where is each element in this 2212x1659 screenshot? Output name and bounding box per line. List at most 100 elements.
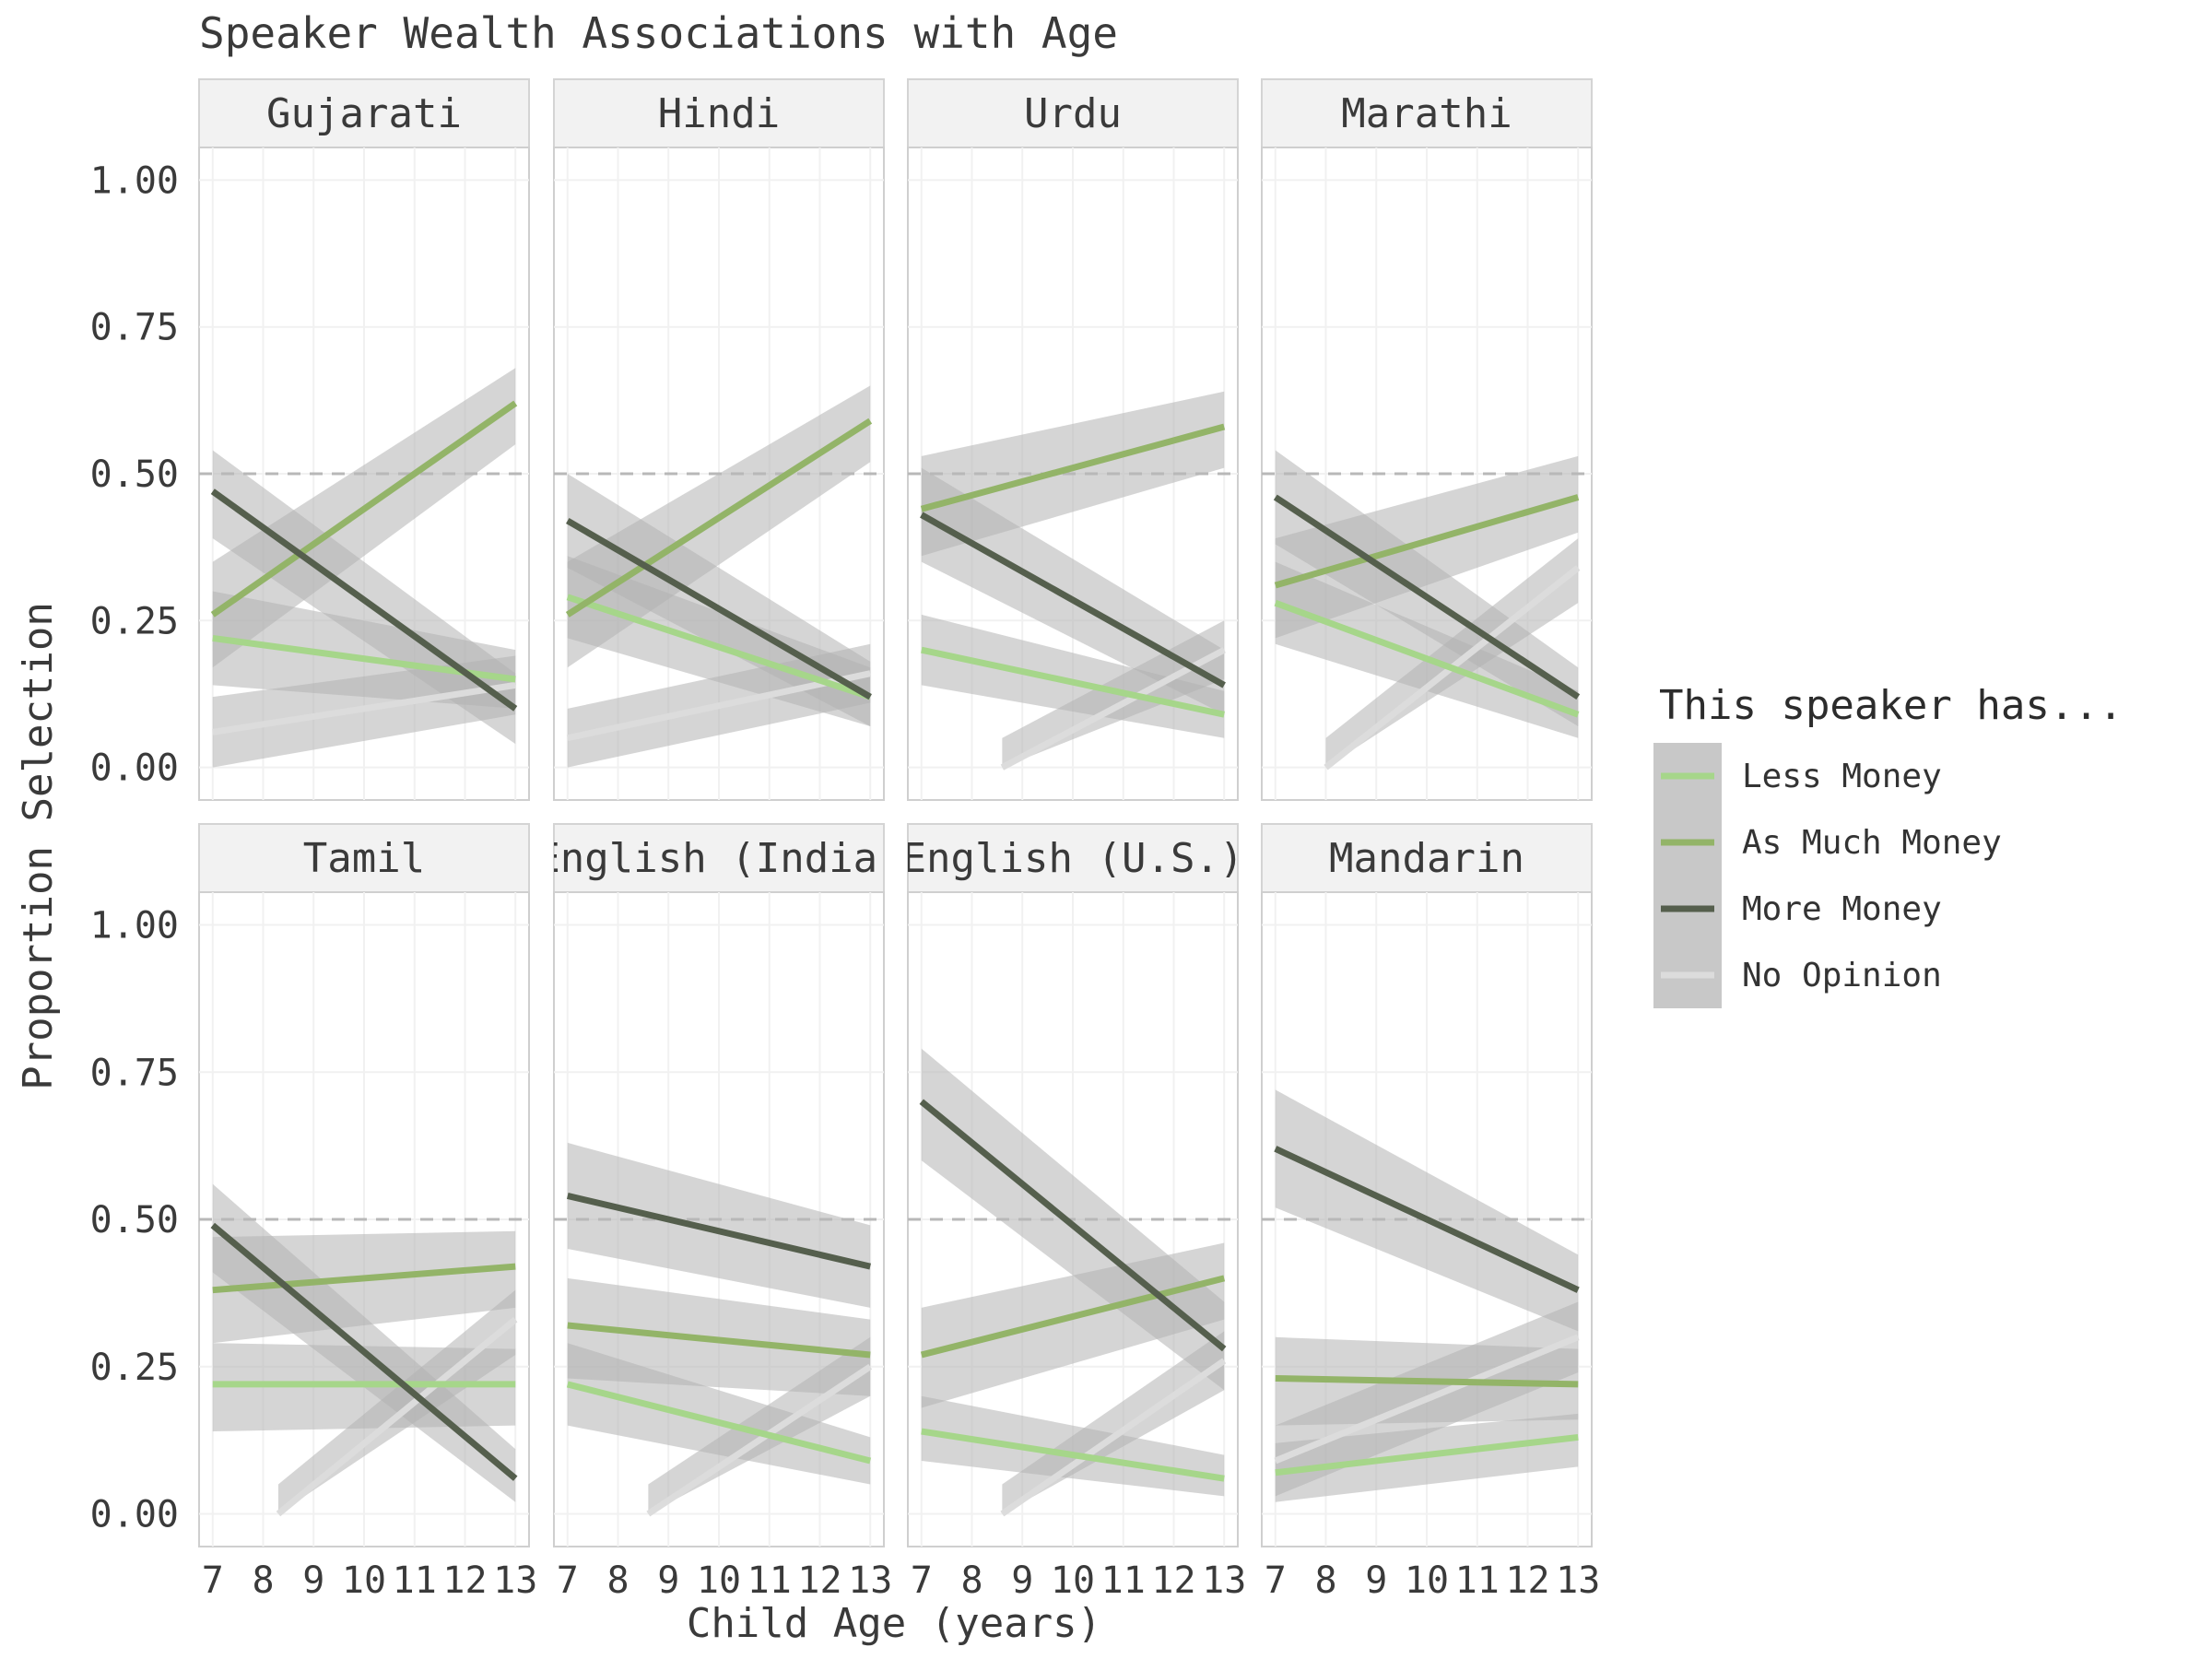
x-tick-label: 11 (747, 1559, 792, 1602)
series-line (210, 488, 518, 712)
panel-content (199, 368, 529, 768)
x-tick-label: 9 (1011, 1559, 1033, 1602)
legend-entry: No Opinion (1653, 942, 1942, 1008)
y-tick-label: 1.00 (90, 159, 179, 202)
x-tick-label: 8 (1314, 1559, 1336, 1602)
series-line (566, 594, 872, 700)
series-line (920, 1275, 1226, 1359)
x-tick-label: 7 (911, 1559, 933, 1602)
y-axis-title: Proportion Selection (15, 602, 62, 1090)
facet-strip-label: Gujarati (266, 90, 462, 137)
x-tick-label: 8 (606, 1559, 629, 1602)
x-tick-label: 11 (1101, 1559, 1146, 1602)
confidence-ribbon (567, 1142, 871, 1308)
x-tick-label: 11 (393, 1559, 437, 1602)
series-line (210, 1222, 518, 1481)
x-tick-label: 10 (1051, 1559, 1095, 1602)
legend-entry: Less Money (1653, 743, 1942, 809)
confidence-ribbon (921, 467, 1225, 715)
y-tick-label: 0.50 (90, 1199, 179, 1241)
series-line (1000, 647, 1226, 771)
facet-strip-label: Urdu (1024, 90, 1122, 137)
x-tick-label: 7 (202, 1559, 224, 1602)
x-tick-label: 9 (1365, 1559, 1387, 1602)
x-axis-title: Child Age (years) (687, 1600, 1101, 1647)
facet-strip (553, 823, 885, 893)
series-line (212, 681, 516, 735)
panel-content (554, 385, 884, 768)
facet-panels: Gujarati 0.00 0.25 0.50 0.75 1.00 Hindi Urdu Mar… (90, 78, 1600, 1602)
confidence-ribbon (212, 1183, 516, 1502)
series-line (1274, 1334, 1580, 1465)
series-line (567, 670, 871, 742)
facet-strip (1261, 823, 1593, 893)
x-tick-label: 8 (252, 1559, 274, 1602)
facet-panel: English (U.S.) 7 8 9 10 11 12 13 (902, 823, 1246, 1602)
facet-strip-label: Hindi (658, 90, 780, 137)
confidence-ribbon (1275, 455, 1579, 639)
y-tick-label: 0.25 (90, 600, 179, 642)
facet-strip (1261, 78, 1593, 148)
y-tick-label: 0.75 (90, 1052, 179, 1094)
chart-title: Speaker Wealth Associations with Age (199, 8, 1118, 58)
facet-strip-label: Mandarin (1329, 835, 1524, 882)
legend-label: No Opinion (1742, 957, 1942, 994)
x-tick-label: 8 (960, 1559, 982, 1602)
series-line (921, 646, 1225, 718)
series-line (1274, 599, 1580, 718)
facet-strip (553, 78, 885, 148)
facet-panel: Urdu (907, 78, 1239, 801)
y-tick-label: 0.00 (90, 747, 179, 790)
series-line (566, 1381, 872, 1465)
x-tick-label: 7 (557, 1559, 579, 1602)
x-tick-label: 10 (1405, 1559, 1449, 1602)
series-line (210, 400, 518, 618)
facet-panel: Gujarati 0.00 0.25 0.50 0.75 1.00 (90, 78, 530, 801)
confidence-ribbon (1275, 450, 1579, 726)
facet-strip-label: English (India) (535, 835, 901, 882)
y-tick-label: 0.00 (90, 1494, 179, 1536)
panel-content (1262, 450, 1592, 771)
series-line (1273, 494, 1581, 700)
legend: This speaker has... Less Money As Much Mo… (1653, 682, 2123, 1008)
y-tick-label: 0.25 (90, 1347, 179, 1389)
facet-panel: Mandarin 7 8 9 10 11 12 13 (1261, 823, 1600, 1602)
series-line (919, 1099, 1227, 1352)
x-tick-label: 7 (1265, 1559, 1287, 1602)
x-tick-label: 13 (1202, 1559, 1246, 1602)
series-line (565, 418, 873, 618)
x-tick-label: 13 (848, 1559, 892, 1602)
x-tick-label: 12 (442, 1559, 487, 1602)
series-line (920, 423, 1226, 512)
facet-panel: Marathi (1261, 78, 1593, 801)
facet-panel: Tamil 0.00 0.25 0.50 0.75 1.00 7 8 9 10 11 12 13 (90, 823, 537, 1602)
series-line (1274, 1146, 1580, 1293)
panel-content (908, 1048, 1238, 1517)
facet-panel: English (India) 7 8 9 10 11 12 13 (535, 823, 901, 1602)
facet-strip-label: Marathi (1341, 90, 1512, 137)
series-line (212, 1263, 516, 1294)
series-line (646, 1363, 873, 1517)
confidence-ribbon (567, 474, 871, 726)
facet-strip-label: English (U.S.) (902, 835, 1244, 882)
x-tick-label: 12 (797, 1559, 841, 1602)
panel-content (554, 1142, 884, 1517)
x-tick-label: 9 (657, 1559, 679, 1602)
series-line (276, 1316, 518, 1517)
x-tick-label: 12 (1151, 1559, 1195, 1602)
series-line (1274, 494, 1580, 589)
x-tick-label: 13 (1556, 1559, 1600, 1602)
facet-strip (198, 78, 530, 148)
panel-content (908, 391, 1238, 771)
facet-strip (907, 78, 1239, 148)
y-tick-label: 0.75 (90, 307, 179, 349)
x-tick-label: 9 (302, 1559, 324, 1602)
confidence-ribbon (921, 614, 1225, 738)
x-tick-label: 13 (493, 1559, 537, 1602)
series-line (1275, 1433, 1579, 1477)
legend-entry: More Money (1653, 876, 1942, 942)
series-line (1275, 1375, 1579, 1388)
x-tick-label: 12 (1505, 1559, 1549, 1602)
series-line (566, 517, 872, 700)
